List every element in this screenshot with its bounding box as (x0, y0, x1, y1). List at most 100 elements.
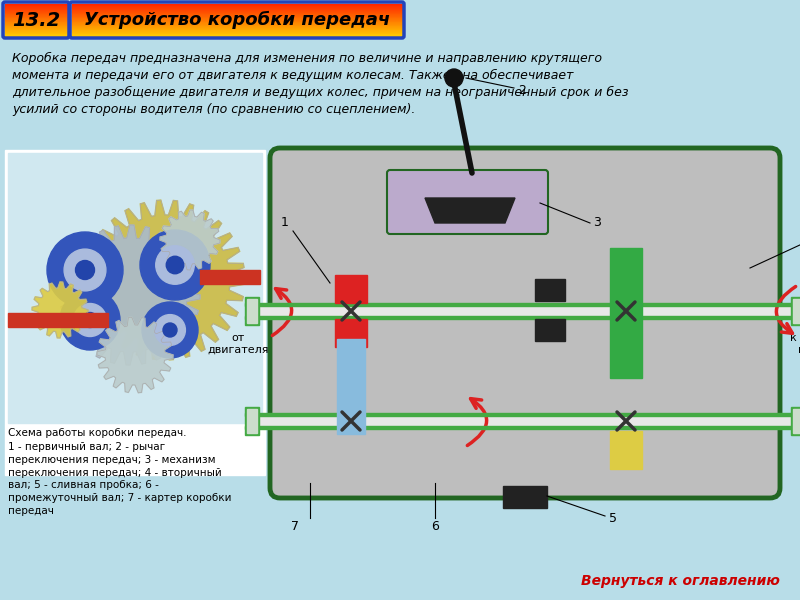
Text: Устройство коробки передач: Устройство коробки передач (84, 11, 390, 29)
Bar (5, 31, 67, 32)
Text: Вернуться к оглавлению: Вернуться к оглавлению (581, 574, 779, 588)
Text: 13.2: 13.2 (12, 10, 60, 29)
Bar (5, 22, 67, 23)
Bar (5, 24, 67, 25)
Bar (72, 14, 402, 15)
Bar (72, 29, 402, 31)
Bar (245, 413, 800, 429)
Bar (5, 10, 67, 11)
Bar (5, 5, 67, 7)
Text: 5: 5 (609, 511, 617, 524)
Circle shape (163, 323, 177, 337)
Bar (245, 316, 800, 319)
Bar (5, 23, 67, 25)
Text: 3: 3 (593, 217, 601, 229)
Circle shape (64, 249, 106, 291)
Bar (5, 7, 67, 8)
Circle shape (74, 304, 106, 337)
Bar (5, 15, 67, 16)
Bar (72, 20, 402, 21)
Circle shape (60, 290, 120, 350)
Bar (72, 15, 402, 16)
FancyBboxPatch shape (270, 148, 780, 498)
Polygon shape (85, 200, 245, 360)
Bar (5, 17, 67, 19)
Circle shape (156, 246, 194, 284)
Bar (247, 299, 257, 323)
Bar (5, 27, 67, 28)
Bar (72, 27, 402, 28)
Bar (245, 413, 800, 416)
Bar (5, 20, 67, 21)
Bar (337, 339, 365, 434)
Bar (72, 24, 402, 25)
Bar (72, 26, 402, 27)
Bar (72, 34, 402, 35)
Text: Схема работы коробки передач.: Схема работы коробки передач. (8, 428, 186, 438)
Bar (72, 25, 402, 26)
Bar (535, 319, 565, 341)
Bar (5, 26, 67, 27)
Bar (72, 21, 402, 22)
Bar (5, 34, 67, 35)
Bar (8, 153, 262, 423)
Bar (72, 22, 402, 23)
Bar (72, 28, 402, 29)
Bar (5, 17, 67, 18)
Bar (245, 303, 800, 306)
Bar (200, 270, 260, 284)
Bar (503, 486, 547, 508)
Polygon shape (160, 210, 220, 270)
Polygon shape (97, 317, 173, 393)
Bar (72, 9, 402, 10)
Text: от
двигателя: от двигателя (207, 333, 269, 355)
Bar (72, 14, 402, 16)
Bar (535, 279, 565, 301)
Bar (5, 150, 265, 475)
Bar (5, 16, 67, 17)
Bar (72, 17, 402, 18)
Text: Коробка передач предназначена для изменения по величине и направлению крутящего
: Коробка передач предназначена для измене… (12, 52, 629, 116)
Bar (5, 33, 67, 34)
Bar (5, 29, 67, 31)
Circle shape (142, 302, 198, 358)
Bar (5, 29, 67, 30)
Bar (72, 11, 402, 13)
Text: 7: 7 (291, 520, 299, 533)
Bar (72, 10, 402, 11)
Text: к ведущим
колесам: к ведущим колесам (790, 333, 800, 355)
Bar (5, 8, 67, 9)
Bar (5, 4, 67, 5)
Circle shape (47, 232, 123, 308)
Bar (72, 8, 402, 9)
Polygon shape (425, 198, 515, 223)
Bar (5, 13, 67, 14)
Circle shape (82, 313, 98, 328)
Bar (5, 35, 67, 37)
Bar (5, 32, 67, 33)
Bar (5, 5, 67, 6)
Bar (245, 426, 800, 429)
Bar (5, 11, 67, 13)
Bar (72, 12, 402, 13)
Bar (72, 29, 402, 30)
Bar (245, 407, 259, 435)
Polygon shape (60, 225, 200, 365)
Circle shape (154, 314, 186, 346)
Circle shape (140, 230, 210, 300)
Text: 6: 6 (431, 520, 439, 533)
Bar (5, 34, 67, 35)
Bar (335, 319, 367, 347)
Bar (72, 32, 402, 33)
Bar (793, 409, 800, 433)
Bar (72, 26, 402, 28)
Bar (72, 35, 402, 37)
Bar (245, 303, 800, 319)
Bar (610, 248, 642, 378)
Bar (72, 22, 402, 23)
Bar (72, 16, 402, 17)
Bar (5, 7, 67, 8)
Bar (791, 297, 800, 325)
Bar (335, 275, 367, 303)
Bar (247, 409, 257, 433)
